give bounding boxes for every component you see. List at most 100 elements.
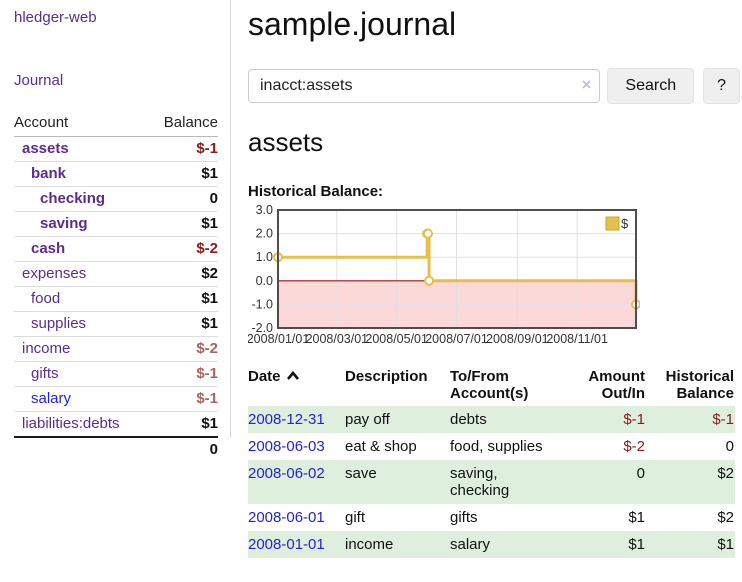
main-content: sample.journal × Search ? assets Histori… (247, 0, 740, 558)
account-balance: $1 (148, 161, 218, 187)
transaction-amount: $1 (628, 509, 645, 526)
transaction-amount: 0 (636, 465, 645, 482)
transaction-date-link[interactable]: 2008-06-03 (248, 438, 325, 455)
account-link-gifts[interactable]: gifts (31, 365, 59, 382)
account-link-liabilities-debts[interactable]: liabilities:debts (22, 415, 120, 432)
svg-text:0.0: 0.0 (256, 274, 273, 288)
transaction-accounts: food, supplies (450, 438, 543, 455)
accounts-total-row: 0 (14, 436, 218, 462)
account-link-food[interactable]: food (31, 290, 61, 307)
account-row: salary $-1 (14, 386, 218, 412)
transaction-description: pay off (345, 411, 390, 428)
register-header-amount: Amount Out/In (588, 368, 645, 402)
sort-asc-icon (286, 368, 300, 385)
transaction-date-link[interactable]: 2008-06-01 (248, 509, 325, 526)
transaction-accounts: saving, checking (450, 465, 510, 499)
account-balance: $-2 (148, 336, 218, 362)
transaction-accounts: debts (450, 411, 487, 428)
accounts-header-account: Account (14, 110, 149, 137)
transaction-description: income (345, 536, 394, 553)
account-link-assets[interactable]: assets (22, 140, 69, 157)
accounts-total-value: 0 (148, 436, 218, 462)
account-link-expenses[interactable]: expenses (22, 265, 87, 282)
transaction-accounts: gifts (450, 509, 478, 526)
nav-journal-link[interactable]: Journal (14, 72, 64, 89)
svg-text:2.0: 2.0 (256, 227, 273, 241)
chart-legend: $ (605, 216, 629, 231)
account-row: assets $-1 (14, 137, 218, 162)
account-link-checking[interactable]: checking (40, 190, 106, 207)
account-row: cash $-2 (14, 236, 218, 262)
transaction-balance: $-1 (712, 411, 734, 428)
account-row: liabilities:debts $1 (14, 411, 218, 437)
clear-search-icon[interactable]: × (581, 75, 592, 94)
account-link-income[interactable]: income (22, 340, 71, 357)
transaction-accounts: salary (450, 536, 491, 553)
svg-text:2008/03/01: 2008/03/01 (306, 332, 369, 346)
svg-text:$: $ (621, 216, 629, 231)
transaction-balance: $1 (717, 536, 734, 553)
svg-text:-2.0: -2.0 (251, 321, 273, 335)
account-balance: $-2 (148, 236, 218, 262)
register-row: 2008-01-01 income salary $1 $1 (248, 531, 735, 558)
register-header-accounts: To/From Account(s) (450, 368, 529, 402)
svg-text:2008/01/01: 2008/01/01 (248, 332, 309, 346)
sidebar: hledger-web Journal Account Balance asse… (0, 0, 230, 462)
svg-text:2008/05/01: 2008/05/01 (365, 332, 428, 346)
accounts-table: Account Balance assets $-1 bank $1 checkin… (14, 110, 218, 462)
help-button[interactable]: ? (703, 68, 740, 104)
account-row: expenses $2 (14, 261, 218, 287)
app-brand-link[interactable]: hledger-web (14, 9, 97, 26)
account-title: assets (248, 127, 324, 157)
svg-text:2008/07/01: 2008/07/01 (425, 332, 488, 346)
transaction-date-link[interactable]: 2008-01-01 (248, 536, 325, 553)
transaction-date-link[interactable]: 2008-12-31 (248, 411, 325, 428)
register-row: 2008-12-31 pay off debts $-1 $-1 (248, 406, 735, 433)
chart-canvas: $3.0 2.0 1.0 0.0 -1.0 -2.02008/01/012008/03/0… (247, 203, 641, 346)
account-balance: $-1 (148, 386, 218, 412)
accounts-header-balance: Balance (148, 110, 218, 137)
svg-text:1.0: 1.0 (256, 250, 273, 264)
account-link-bank[interactable]: bank (31, 165, 67, 182)
account-balance: $1 (148, 411, 218, 437)
account-row: saving $1 (14, 211, 218, 237)
search-button[interactable]: Search (607, 68, 695, 104)
register-row: 2008-06-01 gift gifts $1 $2 (248, 504, 735, 531)
account-balance: $-1 (148, 361, 218, 387)
page-title: sample.journal (248, 6, 457, 42)
account-link-salary[interactable]: salary (31, 390, 72, 407)
search-form: × Search ? (248, 68, 740, 104)
register-table: Date Description To/From Account(s) Amou… (248, 366, 735, 558)
svg-text:2008/09/01: 2008/09/01 (486, 332, 549, 346)
transaction-amount: $-1 (623, 411, 645, 428)
transaction-description: eat & shop (345, 438, 417, 455)
account-balance: $1 (148, 211, 218, 237)
register-header-balance: Historical Balance (665, 368, 734, 402)
transaction-amount: $1 (628, 536, 645, 553)
account-row: supplies $1 (14, 311, 218, 337)
account-row: bank $1 (14, 161, 218, 187)
account-row: gifts $-1 (14, 361, 218, 387)
transaction-amount: $-2 (623, 438, 645, 455)
svg-text:2008/11/01: 2008/11/01 (546, 332, 608, 346)
historical-balance-chart: $3.0 2.0 1.0 0.0 -1.0 -2.0 2008/01/01 2008/03/0… (247, 203, 641, 350)
register-row: 2008-06-03 eat & shop food, supplies $-2… (248, 433, 735, 460)
account-link-saving[interactable]: saving (40, 215, 88, 232)
svg-text:3.0: 3.0 (256, 204, 273, 217)
account-balance: 0 (148, 186, 218, 212)
transaction-balance: $2 (717, 509, 734, 526)
svg-text:-1.0: -1.0 (251, 297, 273, 311)
account-row: income $-2 (14, 336, 218, 362)
account-balance: $1 (148, 311, 218, 337)
account-link-supplies[interactable]: supplies (31, 315, 87, 332)
account-balance: $1 (148, 286, 218, 312)
register-header-date[interactable]: Date (248, 366, 345, 406)
search-input[interactable] (248, 69, 601, 103)
account-link-cash[interactable]: cash (31, 240, 66, 257)
transaction-date-link[interactable]: 2008-06-02 (248, 465, 325, 482)
account-balance: $2 (148, 261, 218, 287)
account-row: checking 0 (14, 186, 218, 212)
account-balance: $-1 (196, 140, 218, 157)
transaction-description: save (345, 465, 377, 482)
account-row: food $1 (14, 286, 218, 312)
